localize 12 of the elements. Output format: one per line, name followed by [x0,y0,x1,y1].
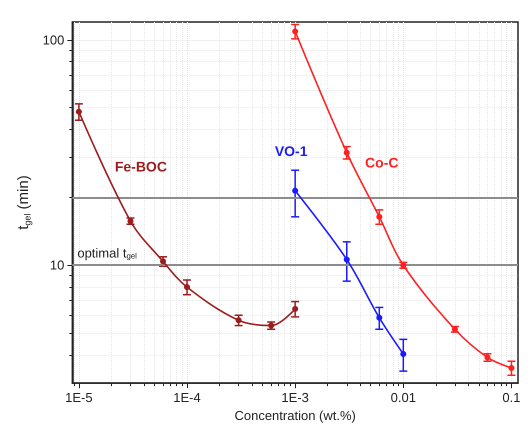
series-label: Co-C [365,154,398,171]
x-tick-label: 1E-3 [281,390,309,406]
text: VO-1 [274,142,308,159]
x-tick-label: 1E-4 [173,390,201,406]
x-tick-label: 0.01 [390,390,416,406]
series-label: Fe-BOC [114,158,167,175]
y-tick-label: 10 [50,258,64,273]
y-tick-label: 100 [42,32,64,48]
x-tick-label: 1E-5 [65,390,93,406]
x-axis-title: Concentration (wt.%) [234,408,356,423]
y-axis-title: tgel (min) [15,175,32,230]
x-tick-label: 0.1 [502,390,520,406]
